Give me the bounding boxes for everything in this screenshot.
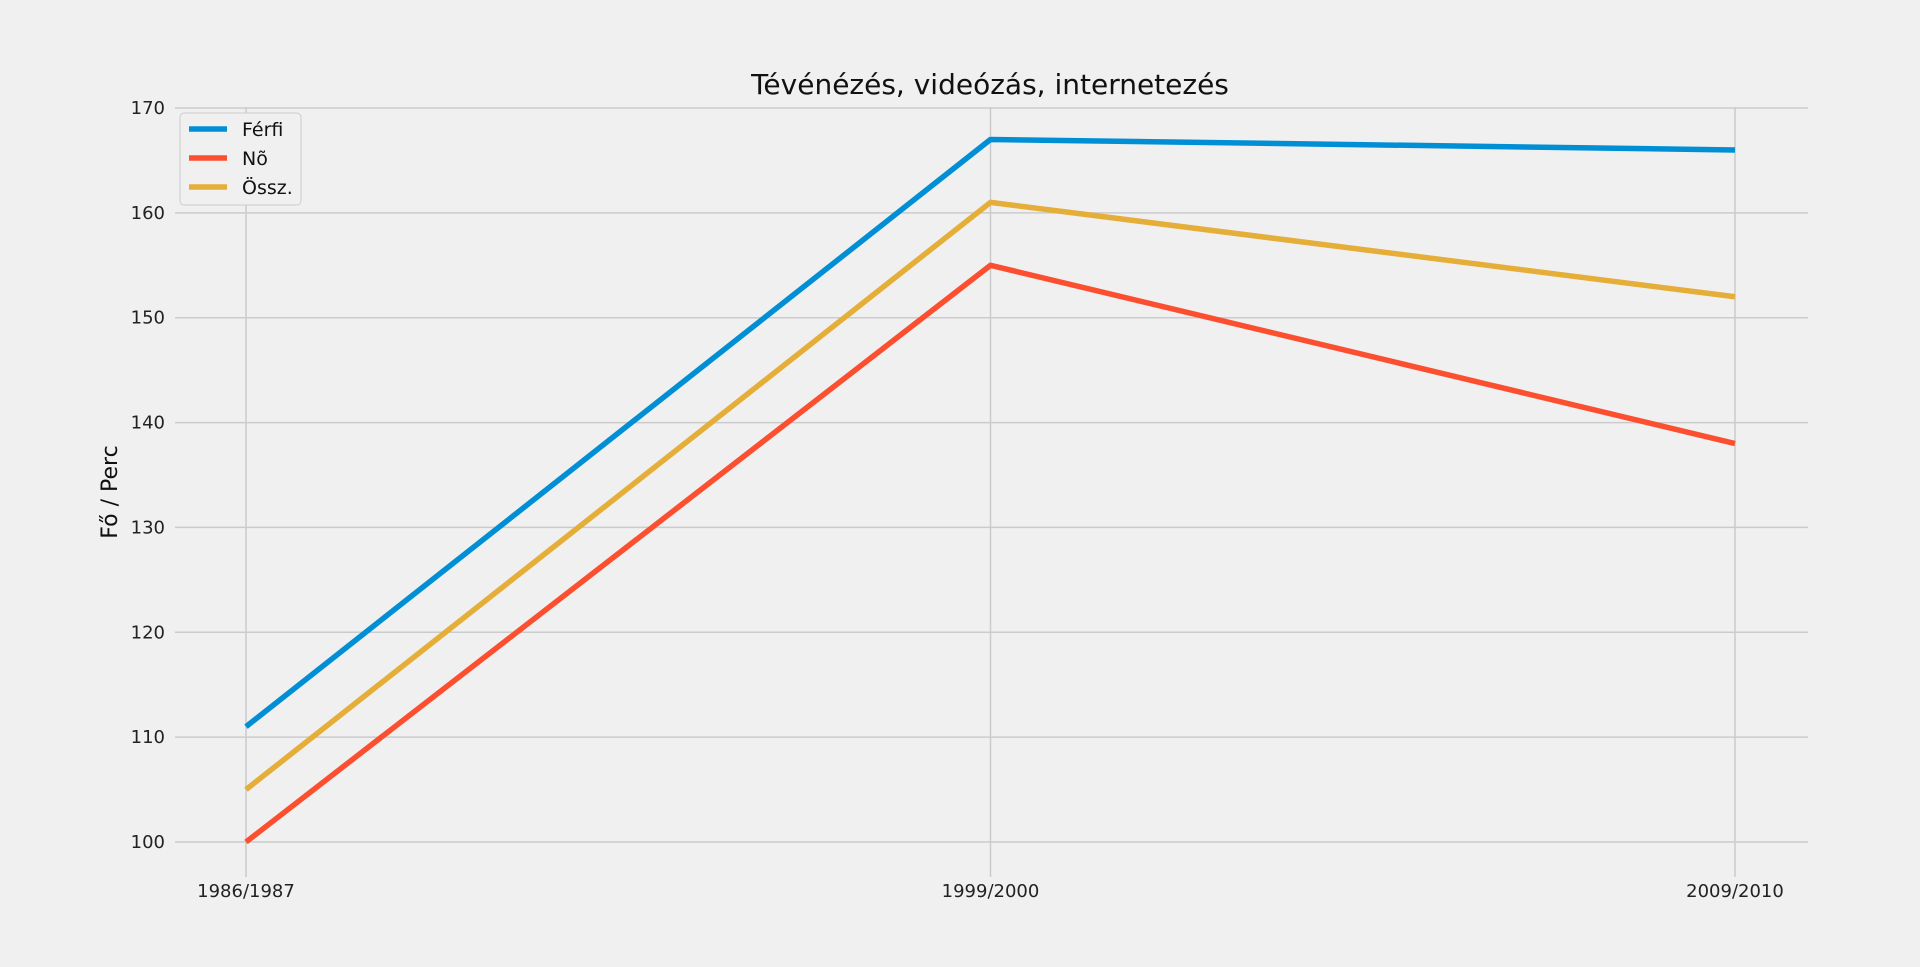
grid	[175, 107, 1808, 877]
x-tick-label: 1999/2000	[942, 881, 1040, 902]
x-tick-label: 2009/2010	[1686, 881, 1784, 902]
y-tick-label: 120	[131, 622, 165, 643]
legend-label: Férfi	[242, 119, 283, 141]
y-tick-label: 100	[131, 832, 165, 853]
y-tick-label: 110	[131, 727, 165, 748]
x-tick-label: 1986/1987	[197, 881, 295, 902]
y-tick-label: 130	[131, 517, 165, 538]
legend-items: Férfi Nõ Össz.	[189, 119, 293, 199]
y-axis-label: Fő / Perc	[98, 445, 123, 538]
legend-label: Nõ	[242, 148, 268, 170]
x-axis-ticks: 1986/1987 1999/2000 2009/2010	[197, 881, 1784, 902]
y-tick-label: 160	[131, 203, 165, 224]
y-tick-label: 170	[131, 98, 165, 119]
series-lines	[244, 136, 1736, 845]
chart-title: Tévénézés, videózás, internetezés	[750, 68, 1229, 101]
y-tick-label: 140	[131, 413, 165, 434]
series-line	[244, 136, 1736, 729]
series-line	[244, 199, 1736, 792]
y-tick-label: 150	[131, 308, 165, 329]
legend: Férfi Nõ Össz.	[179, 112, 302, 206]
legend-box	[179, 112, 302, 206]
legend-label: Össz.	[242, 176, 293, 199]
series-line	[244, 262, 1736, 845]
y-axis-ticks: 100 110 120 130 140 150 160 170	[131, 98, 165, 853]
